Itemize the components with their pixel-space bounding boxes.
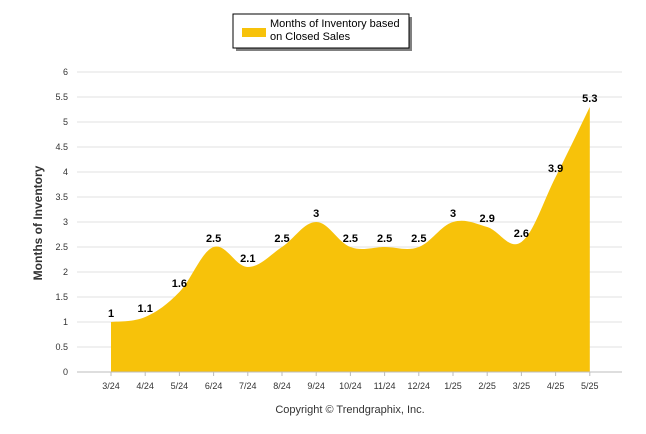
data-label: 5.3 <box>582 93 597 105</box>
x-tick-label: 2/25 <box>478 381 496 391</box>
data-label: 2.5 <box>343 233 358 245</box>
data-label: 3 <box>450 208 456 220</box>
x-tick-label: 8/24 <box>273 381 291 391</box>
area-series <box>111 107 590 372</box>
x-tick-label: 5/24 <box>171 381 189 391</box>
data-label: 2.5 <box>377 233 392 245</box>
data-label: 3.9 <box>548 163 563 175</box>
x-tick-label: 6/24 <box>205 381 223 391</box>
data-label: 2.5 <box>274 233 289 245</box>
copyright-text: Copyright © Trendgraphix, Inc. <box>275 404 424 416</box>
data-label: 2.5 <box>206 233 221 245</box>
x-tick-label: 7/24 <box>239 381 257 391</box>
data-label: 1.6 <box>172 278 187 290</box>
y-tick-label: 4.5 <box>55 142 68 152</box>
data-label: 2.5 <box>411 233 426 245</box>
data-label: 1.1 <box>138 303 153 315</box>
y-axis-title: Months of Inventory <box>31 165 45 280</box>
data-label: 2.9 <box>480 213 495 225</box>
y-tick-label: 5.5 <box>55 92 68 102</box>
y-tick-label: 3.5 <box>55 192 68 202</box>
x-tick-label: 1/25 <box>444 381 462 391</box>
x-axis-ticks: 3/24 4/24 5/24 6/24 7/24 8/24 9/24 10/24 11/24 12… <box>102 381 598 391</box>
legend-swatch <box>242 28 266 37</box>
legend-label-line-1: Months of Inventory based <box>270 18 400 30</box>
y-tick-label: 5 <box>63 117 68 127</box>
x-tick-label: 12/24 <box>408 381 431 391</box>
x-tick-label: 4/24 <box>136 381 154 391</box>
legend: Months of Inventory based on Closed Sale… <box>232 13 412 51</box>
y-axis-ticks: 0 0.5 1 1.5 2 2.5 3 3.5 4 4.5 5 5.5 6 <box>55 67 68 377</box>
y-tick-label: 0 <box>63 367 68 377</box>
legend-label-line-2: on Closed Sales <box>270 31 351 43</box>
y-tick-label: 1 <box>63 317 68 327</box>
x-axis <box>77 371 622 376</box>
data-label: 1 <box>108 308 114 320</box>
y-tick-label: 2 <box>63 267 68 277</box>
x-tick-label: 10/24 <box>339 381 362 391</box>
x-tick-label: 9/24 <box>307 381 325 391</box>
x-tick-label: 3/24 <box>102 381 120 391</box>
data-label: 2.1 <box>240 253 255 265</box>
y-tick-label: 2.5 <box>55 242 68 252</box>
y-tick-label: 3 <box>63 217 68 227</box>
y-tick-label: 6 <box>63 67 68 77</box>
y-tick-label: 1.5 <box>55 292 68 302</box>
x-tick-label: 11/24 <box>374 381 396 391</box>
x-tick-label: 5/25 <box>581 381 599 391</box>
data-label: 3 <box>313 208 319 220</box>
y-tick-label: 0.5 <box>55 342 68 352</box>
x-tick-label: 3/25 <box>513 381 531 391</box>
y-tick-label: 4 <box>63 167 68 177</box>
x-tick-label: 4/25 <box>547 381 565 391</box>
data-labels: 1 1.1 1.6 2.5 2.1 2.5 3 2.5 2.5 2.5 3 2.9 2.6 3.9 5.3 <box>108 93 598 320</box>
data-label: 2.6 <box>514 228 529 240</box>
